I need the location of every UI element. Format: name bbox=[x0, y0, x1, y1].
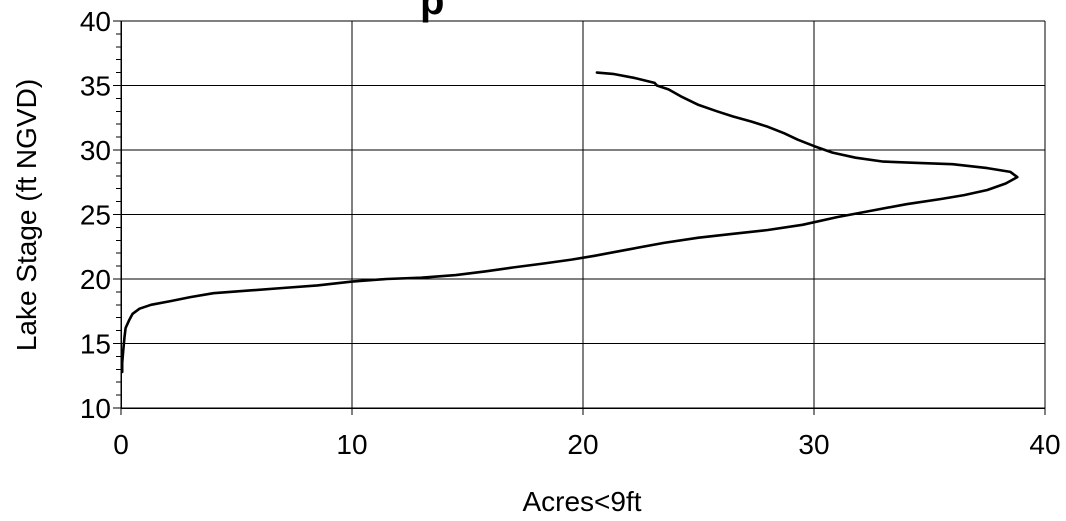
x-tick-label: 10 bbox=[336, 429, 367, 460]
x-tick-label: 20 bbox=[567, 429, 598, 460]
y-tick-label: 10 bbox=[80, 393, 111, 424]
series-line bbox=[120, 71, 1019, 374]
y-tick-label: 40 bbox=[80, 6, 111, 37]
x-tick-label: 0 bbox=[113, 429, 129, 460]
y-tick-label: 25 bbox=[80, 200, 111, 231]
chart-title-fragment: p bbox=[420, 0, 444, 23]
y-tick-label: 35 bbox=[80, 71, 111, 102]
gridlines bbox=[121, 20, 1046, 408]
series-layer bbox=[120, 71, 1019, 374]
x-axis-title: Acres<9ft bbox=[522, 486, 641, 517]
x-tick-label: 40 bbox=[1029, 429, 1060, 460]
y-axis-title: Lake Stage (ft NGVD) bbox=[11, 79, 42, 351]
y-tick-label: 30 bbox=[80, 135, 111, 166]
x-tick-label: 30 bbox=[798, 429, 829, 460]
y-tick-label: 15 bbox=[80, 329, 111, 360]
tick-marks bbox=[113, 20, 1046, 415]
y-tick-label: 20 bbox=[80, 264, 111, 295]
